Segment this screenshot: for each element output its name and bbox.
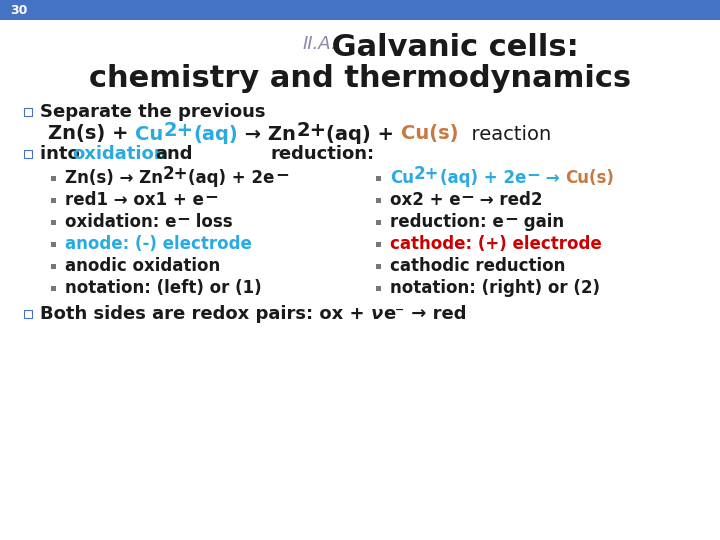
- Text: 2+: 2+: [163, 120, 194, 139]
- FancyBboxPatch shape: [376, 219, 380, 225]
- Text: (aq) + 2e: (aq) + 2e: [439, 169, 526, 187]
- Text: −: −: [176, 209, 190, 227]
- FancyBboxPatch shape: [50, 241, 55, 246]
- Text: →: →: [540, 169, 565, 187]
- Text: (aq) +: (aq) +: [326, 125, 401, 144]
- Text: notation: (right) or (2): notation: (right) or (2): [390, 279, 600, 297]
- Text: chemistry and thermodynamics: chemistry and thermodynamics: [89, 64, 631, 93]
- FancyBboxPatch shape: [376, 198, 380, 202]
- Text: 2+: 2+: [163, 165, 189, 183]
- Text: −: −: [204, 187, 217, 205]
- Text: ox2 + e: ox2 + e: [390, 191, 461, 209]
- Text: II.A.: II.A.: [302, 35, 338, 53]
- Text: → Zn: → Zn: [238, 125, 296, 144]
- Text: into: into: [40, 145, 86, 163]
- Text: Cu: Cu: [390, 169, 414, 187]
- Text: → red: → red: [405, 305, 466, 323]
- Bar: [0, 0, 720, 20]
- Text: oxidation: oxidation: [72, 145, 166, 163]
- Text: 2+: 2+: [296, 120, 326, 139]
- Text: Zn(s) → Zn: Zn(s) → Zn: [65, 169, 163, 187]
- Text: (aq): (aq): [194, 125, 238, 144]
- FancyBboxPatch shape: [50, 176, 55, 180]
- Text: reaction: reaction: [459, 125, 551, 144]
- Text: cathode: (+) electrode: cathode: (+) electrode: [390, 235, 602, 253]
- Text: → red2: → red2: [474, 191, 543, 209]
- Text: notation: (left) or (1): notation: (left) or (1): [65, 279, 261, 297]
- Text: oxidation: e: oxidation: e: [65, 213, 176, 231]
- FancyBboxPatch shape: [24, 108, 32, 116]
- Text: −: −: [395, 305, 405, 315]
- Text: red1 → ox1 + e: red1 → ox1 + e: [65, 191, 204, 209]
- Text: and: and: [155, 145, 192, 163]
- Text: e: e: [383, 305, 395, 323]
- Text: Cu: Cu: [135, 125, 163, 144]
- Text: Zn(s) +: Zn(s) +: [48, 125, 135, 144]
- Text: Galvanic cells:: Galvanic cells:: [321, 33, 579, 62]
- Text: −: −: [526, 165, 540, 183]
- Text: ν: ν: [371, 305, 383, 323]
- FancyBboxPatch shape: [50, 264, 55, 268]
- Text: Separate the previous: Separate the previous: [40, 103, 266, 121]
- Text: −: −: [461, 187, 474, 205]
- Text: anodic oxidation: anodic oxidation: [65, 257, 220, 275]
- Text: reduction:: reduction:: [270, 145, 374, 163]
- Text: anode: (-) electrode: anode: (-) electrode: [65, 235, 252, 253]
- Text: −: −: [275, 165, 289, 183]
- Text: reduction: e: reduction: e: [390, 213, 504, 231]
- FancyBboxPatch shape: [24, 150, 32, 158]
- Text: loss: loss: [190, 213, 233, 231]
- Text: Cu(s): Cu(s): [565, 169, 614, 187]
- Text: gain: gain: [518, 213, 564, 231]
- FancyBboxPatch shape: [376, 241, 380, 246]
- FancyBboxPatch shape: [24, 310, 32, 318]
- Text: (aq) + 2e: (aq) + 2e: [189, 169, 275, 187]
- FancyBboxPatch shape: [50, 219, 55, 225]
- FancyBboxPatch shape: [376, 176, 380, 180]
- Text: cathodic reduction: cathodic reduction: [390, 257, 565, 275]
- FancyBboxPatch shape: [50, 198, 55, 202]
- Text: −: −: [504, 209, 518, 227]
- Text: 30: 30: [10, 3, 27, 17]
- Text: Both sides are redox pairs: ox +: Both sides are redox pairs: ox +: [40, 305, 371, 323]
- Text: Cu(s): Cu(s): [401, 125, 459, 144]
- Text: 2+: 2+: [414, 165, 439, 183]
- FancyBboxPatch shape: [50, 286, 55, 291]
- FancyBboxPatch shape: [376, 286, 380, 291]
- FancyBboxPatch shape: [376, 264, 380, 268]
